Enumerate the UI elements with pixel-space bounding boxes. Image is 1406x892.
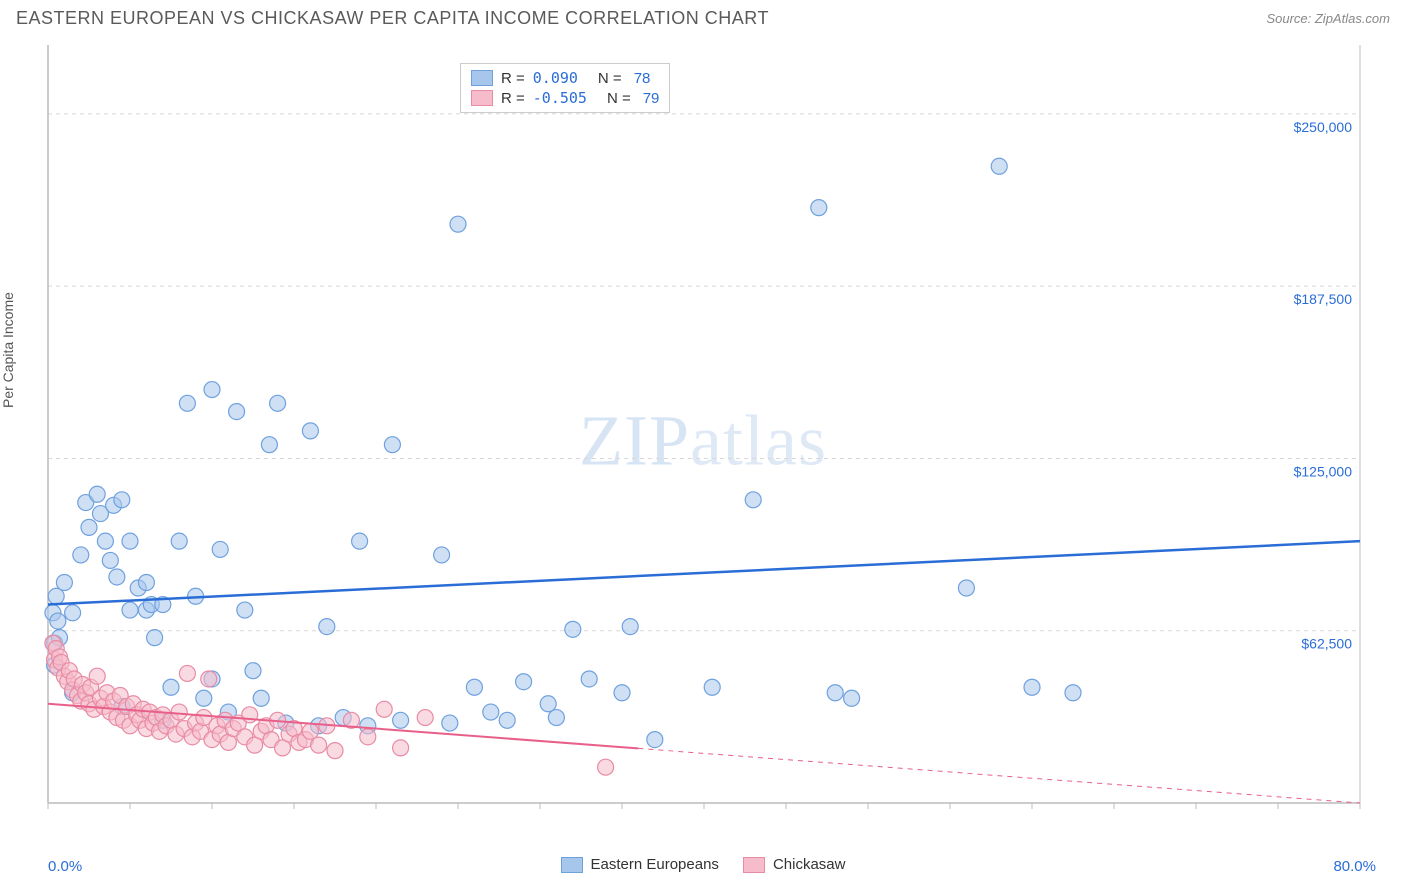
scatter-point bbox=[499, 712, 515, 728]
svg-text:$250,000: $250,000 bbox=[1294, 119, 1353, 135]
correlation-legend: R = 0.090N =78R = -0.505N =79 bbox=[460, 63, 670, 113]
trend-line bbox=[48, 541, 1360, 604]
legend-item: Chickasaw bbox=[743, 856, 846, 873]
scatter-point bbox=[327, 743, 343, 759]
scatter-point bbox=[102, 552, 118, 568]
scatter-point bbox=[1065, 685, 1081, 701]
scatter-point bbox=[565, 621, 581, 637]
series-legend: Eastern Europeans Chickasaw bbox=[0, 850, 1406, 883]
scatter-point bbox=[65, 605, 81, 621]
scatter-point bbox=[844, 690, 860, 706]
scatter-point bbox=[163, 679, 179, 695]
y-axis-label: Per Capita Income bbox=[0, 292, 16, 408]
trend-line-extrapolated bbox=[638, 748, 1360, 803]
legend-swatch bbox=[743, 857, 765, 873]
scatter-point bbox=[466, 679, 482, 695]
scatter-point bbox=[991, 158, 1007, 174]
svg-text:$125,000: $125,000 bbox=[1294, 463, 1353, 479]
scatter-point bbox=[1024, 679, 1040, 695]
scatter-point bbox=[384, 437, 400, 453]
scatter-plot: $62,500 $125,000 $187,500 $250,000 bbox=[40, 33, 1390, 843]
x-axis-max-label: 80.0% bbox=[1333, 858, 1376, 875]
source-attribution: Source: ZipAtlas.com bbox=[1266, 11, 1390, 26]
scatter-point bbox=[434, 547, 450, 563]
scatter-point bbox=[122, 533, 138, 549]
scatter-point bbox=[393, 740, 409, 756]
chart-area: Per Capita Income ZIPatlas $62,500$125,0… bbox=[0, 33, 1406, 883]
scatter-point bbox=[56, 574, 72, 590]
svg-text:$187,500: $187,500 bbox=[1294, 291, 1353, 307]
scatter-point bbox=[253, 690, 269, 706]
scatter-point bbox=[811, 200, 827, 216]
scatter-point bbox=[393, 712, 409, 728]
scatter-point bbox=[196, 690, 212, 706]
scatter-point bbox=[147, 630, 163, 646]
scatter-point bbox=[114, 492, 130, 508]
chart-header: EASTERN EUROPEAN VS CHICKASAW PER CAPITA… bbox=[0, 0, 1406, 33]
scatter-point bbox=[81, 519, 97, 535]
scatter-point bbox=[97, 533, 113, 549]
scatter-point bbox=[171, 704, 187, 720]
scatter-point bbox=[376, 701, 392, 717]
legend-swatch bbox=[561, 857, 583, 873]
scatter-point bbox=[647, 732, 663, 748]
x-axis-min-label: 0.0% bbox=[48, 858, 82, 875]
scatter-point bbox=[179, 395, 195, 411]
scatter-point bbox=[109, 569, 125, 585]
scatter-point bbox=[319, 619, 335, 635]
scatter-point bbox=[548, 710, 564, 726]
scatter-point bbox=[270, 395, 286, 411]
scatter-point bbox=[360, 729, 376, 745]
legend-swatch bbox=[471, 90, 493, 106]
scatter-point bbox=[442, 715, 458, 731]
chart-title: EASTERN EUROPEAN VS CHICKASAW PER CAPITA… bbox=[16, 8, 769, 29]
legend-item: Eastern Europeans bbox=[561, 856, 719, 873]
scatter-point bbox=[50, 613, 66, 629]
scatter-point bbox=[204, 382, 220, 398]
scatter-point bbox=[73, 547, 89, 563]
scatter-point bbox=[138, 574, 154, 590]
scatter-point bbox=[122, 602, 138, 618]
scatter-point bbox=[958, 580, 974, 596]
scatter-point bbox=[89, 668, 105, 684]
legend-swatch bbox=[471, 70, 493, 86]
scatter-point bbox=[179, 665, 195, 681]
corr-legend-row: R = 0.090N =78 bbox=[471, 68, 659, 88]
scatter-point bbox=[245, 663, 261, 679]
scatter-point bbox=[745, 492, 761, 508]
scatter-point bbox=[598, 759, 614, 775]
scatter-point bbox=[352, 533, 368, 549]
scatter-point bbox=[622, 619, 638, 635]
scatter-point bbox=[311, 737, 327, 753]
svg-text:$62,500: $62,500 bbox=[1301, 636, 1352, 652]
scatter-point bbox=[614, 685, 630, 701]
scatter-point bbox=[483, 704, 499, 720]
scatter-point bbox=[581, 671, 597, 687]
scatter-point bbox=[827, 685, 843, 701]
scatter-point bbox=[201, 671, 217, 687]
scatter-point bbox=[516, 674, 532, 690]
scatter-point bbox=[302, 423, 318, 439]
scatter-point bbox=[237, 602, 253, 618]
scatter-point bbox=[417, 710, 433, 726]
scatter-point bbox=[212, 541, 228, 557]
scatter-point bbox=[89, 486, 105, 502]
scatter-point bbox=[704, 679, 720, 695]
scatter-point bbox=[450, 216, 466, 232]
scatter-point bbox=[229, 404, 245, 420]
scatter-point bbox=[261, 437, 277, 453]
corr-legend-row: R = -0.505N =79 bbox=[471, 88, 659, 108]
scatter-point bbox=[171, 533, 187, 549]
